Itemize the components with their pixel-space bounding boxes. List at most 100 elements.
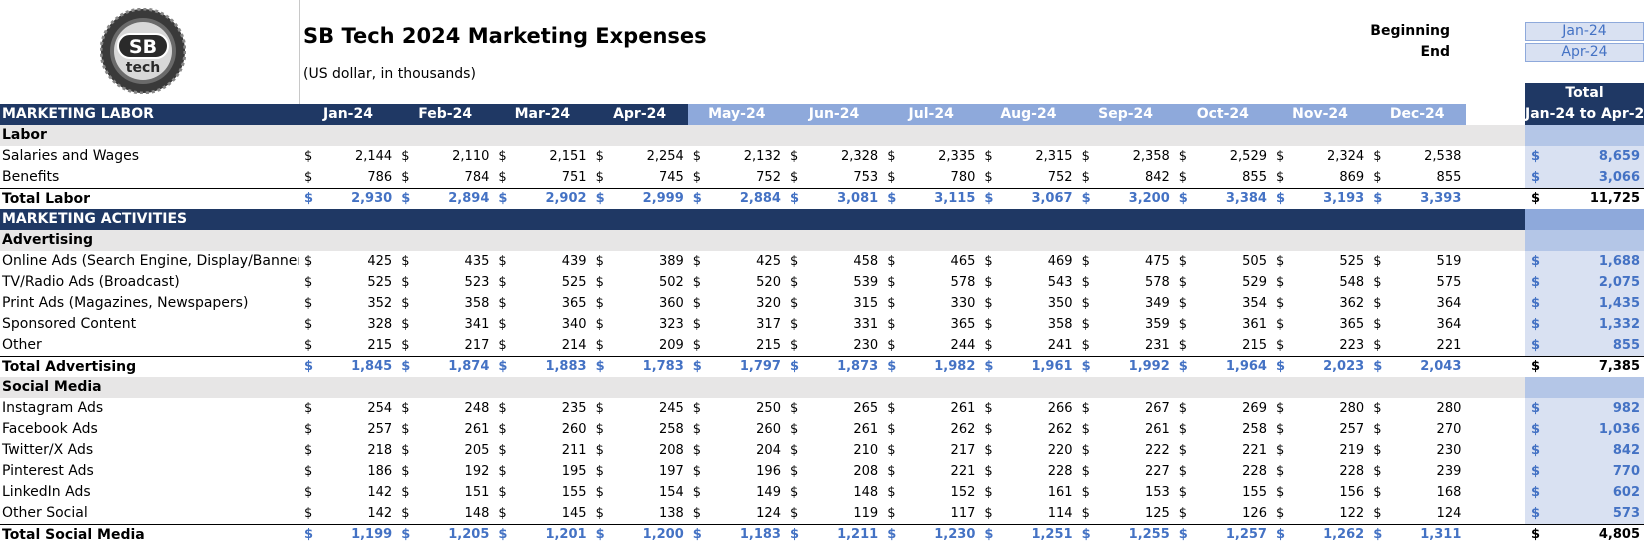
value-cell[interactable]: 364: [1436, 317, 1462, 332]
value-cell[interactable]: 1,992: [1128, 359, 1170, 374]
value-cell[interactable]: 2,110: [452, 149, 490, 164]
value-cell[interactable]: 148: [464, 506, 490, 521]
value-cell[interactable]: 210: [853, 443, 879, 458]
month-header-feb-24[interactable]: Feb-24: [396, 104, 495, 125]
value-cell[interactable]: 341: [464, 317, 490, 332]
value-cell[interactable]: 217: [950, 443, 976, 458]
value-cell[interactable]: 1,255: [1128, 527, 1170, 542]
value-cell[interactable]: 435: [464, 254, 490, 269]
value-cell[interactable]: 505: [1242, 254, 1267, 269]
value-cell[interactable]: 153: [1144, 485, 1170, 500]
value-cell[interactable]: 151: [464, 485, 490, 500]
month-header-jul-24[interactable]: Jul-24: [882, 104, 981, 125]
value-cell[interactable]: 365: [1339, 317, 1365, 332]
value-cell[interactable]: 753: [853, 170, 879, 185]
value-cell[interactable]: 241: [1047, 338, 1073, 353]
row-label[interactable]: Total Social Media: [2, 527, 145, 543]
value-cell[interactable]: 458: [853, 254, 879, 269]
value-cell[interactable]: 525: [561, 275, 587, 290]
total-value-cell[interactable]: 1,036: [1547, 419, 1644, 440]
value-cell[interactable]: 215: [1242, 338, 1267, 353]
month-header-apr-24[interactable]: Apr-24: [590, 104, 689, 125]
row-label[interactable]: Salaries and Wages: [2, 148, 140, 164]
row-label[interactable]: MARKETING ACTIVITIES: [0, 209, 299, 230]
row-label[interactable]: Online Ads (Search Engine, Display/Banne…: [2, 253, 299, 269]
value-cell[interactable]: 250: [756, 401, 781, 416]
value-cell[interactable]: 523: [464, 275, 490, 290]
row-label[interactable]: TV/Radio Ads (Broadcast): [2, 274, 180, 290]
value-cell[interactable]: 152: [950, 485, 976, 500]
value-cell[interactable]: 1,845: [351, 359, 393, 374]
value-cell[interactable]: 192: [464, 464, 490, 479]
value-cell[interactable]: 2,151: [549, 149, 587, 164]
value-cell[interactable]: 529: [1242, 275, 1267, 290]
end-month-input[interactable]: Apr-24: [1525, 43, 1644, 62]
value-cell[interactable]: 1,311: [1420, 527, 1462, 542]
value-cell[interactable]: 261: [464, 422, 490, 437]
month-header-jan-24[interactable]: Jan-24: [299, 104, 397, 125]
value-cell[interactable]: 575: [1436, 275, 1462, 290]
value-cell[interactable]: 1,874: [448, 359, 490, 374]
value-cell[interactable]: 261: [1144, 422, 1170, 437]
beginning-month-input[interactable]: Jan-24: [1525, 22, 1644, 41]
value-cell[interactable]: 227: [1144, 464, 1170, 479]
row-label[interactable]: Social Media: [0, 377, 299, 398]
value-cell[interactable]: 266: [1047, 401, 1073, 416]
value-cell[interactable]: 315: [853, 296, 879, 311]
value-cell[interactable]: 244: [950, 338, 976, 353]
value-cell[interactable]: 751: [561, 170, 587, 185]
value-cell[interactable]: 425: [756, 254, 781, 269]
value-cell[interactable]: 155: [561, 485, 587, 500]
value-cell[interactable]: 228: [1339, 464, 1365, 479]
value-cell[interactable]: 235: [561, 401, 587, 416]
value-cell[interactable]: 1,200: [642, 527, 684, 542]
month-header-dec-24[interactable]: Dec-24: [1368, 104, 1467, 125]
value-cell[interactable]: 3,193: [1323, 191, 1365, 206]
value-cell[interactable]: 1,230: [934, 527, 976, 542]
month-header-jun-24[interactable]: Jun-24: [785, 104, 883, 125]
total-value-cell[interactable]: 770: [1547, 461, 1644, 482]
value-cell[interactable]: 365: [561, 296, 587, 311]
value-cell[interactable]: 525: [367, 275, 393, 290]
value-cell[interactable]: 230: [1436, 443, 1462, 458]
row-label[interactable]: Print Ads (Magazines, Newspapers): [2, 295, 249, 311]
value-cell[interactable]: 350: [1047, 296, 1073, 311]
value-cell[interactable]: 270: [1436, 422, 1462, 437]
value-cell[interactable]: 365: [950, 317, 976, 332]
value-cell[interactable]: 149: [756, 485, 781, 500]
value-cell[interactable]: 228: [1242, 464, 1267, 479]
row-label[interactable]: MARKETING LABOR: [0, 104, 299, 125]
value-cell[interactable]: 780: [950, 170, 976, 185]
value-cell[interactable]: 3,081: [837, 191, 879, 206]
value-cell[interactable]: 3,115: [934, 191, 976, 206]
value-cell[interactable]: 261: [853, 422, 879, 437]
value-cell[interactable]: 2,999: [642, 191, 684, 206]
value-cell[interactable]: 2,538: [1424, 149, 1462, 164]
value-cell[interactable]: 221: [1242, 443, 1267, 458]
value-cell[interactable]: 520: [756, 275, 781, 290]
value-cell[interactable]: 360: [658, 296, 684, 311]
value-cell[interactable]: 439: [561, 254, 587, 269]
value-cell[interactable]: 161: [1047, 485, 1073, 500]
value-cell[interactable]: 389: [658, 254, 684, 269]
value-cell[interactable]: 219: [1339, 443, 1365, 458]
value-cell[interactable]: 331: [853, 317, 879, 332]
value-cell[interactable]: 842: [1144, 170, 1170, 185]
value-cell[interactable]: 2,144: [354, 149, 393, 164]
value-cell[interactable]: 1,211: [837, 527, 879, 542]
value-cell[interactable]: 578: [1144, 275, 1170, 290]
value-cell[interactable]: 208: [658, 443, 684, 458]
value-cell[interactable]: 119: [853, 506, 879, 521]
month-header-may-24[interactable]: May-24: [687, 104, 786, 125]
value-cell[interactable]: 114: [1047, 506, 1073, 521]
value-cell[interactable]: 328: [367, 317, 393, 332]
value-cell[interactable]: 1,982: [934, 359, 976, 374]
value-cell[interactable]: 221: [950, 464, 976, 479]
value-cell[interactable]: 1,797: [739, 359, 781, 374]
row-label[interactable]: Other: [2, 337, 42, 353]
value-cell[interactable]: 869: [1339, 170, 1365, 185]
total-value-cell[interactable]: 982: [1547, 398, 1644, 419]
value-cell[interactable]: 3,200: [1128, 191, 1170, 206]
value-cell[interactable]: 239: [1436, 464, 1462, 479]
value-cell[interactable]: 1,964: [1225, 359, 1267, 374]
